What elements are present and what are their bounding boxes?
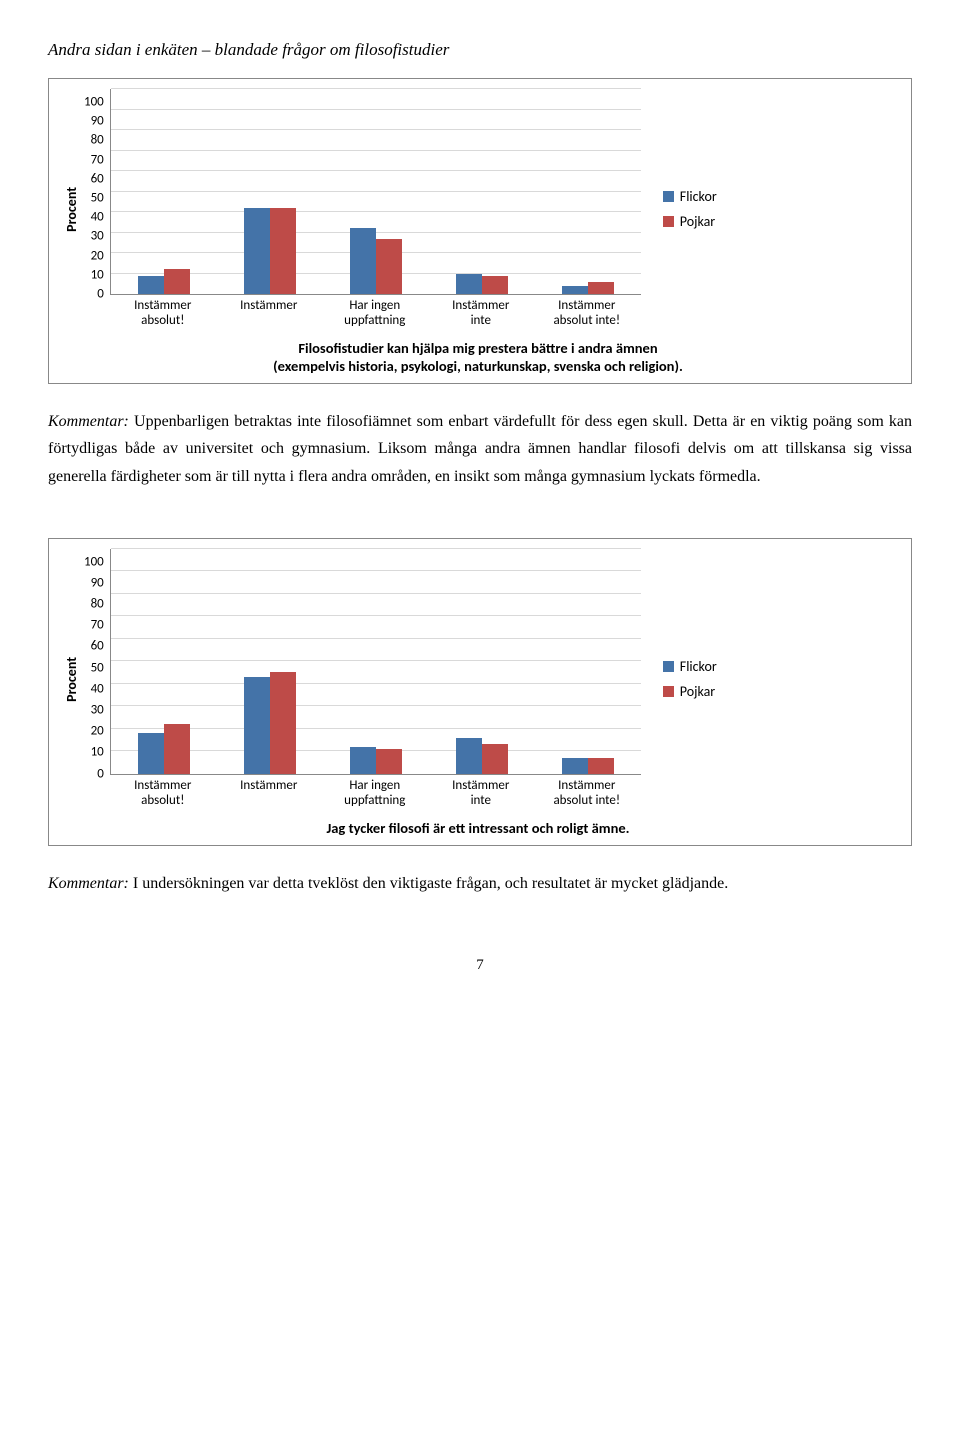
category-group: [111, 89, 217, 294]
legend-item: Flickor: [663, 658, 717, 675]
commentary-1-lead: Kommentar:: [48, 413, 129, 430]
chart1-plot-area: [110, 89, 641, 295]
ytick: 40: [91, 682, 104, 695]
chart1-ylabel: Procent: [59, 89, 84, 329]
xlabel: Har ingen uppfattning: [322, 299, 428, 329]
legend-label: Flickor: [680, 658, 717, 675]
xlabel: Har ingen uppfattning: [322, 779, 428, 809]
category-group: [429, 549, 535, 774]
bar: [376, 239, 402, 294]
ytick: 80: [91, 598, 104, 611]
ytick: 10: [91, 746, 104, 759]
ytick: 100: [84, 96, 104, 109]
legend-item: Flickor: [663, 188, 717, 205]
ytick: 80: [91, 134, 104, 147]
bar: [456, 274, 482, 295]
bar: [164, 269, 190, 294]
xlabel: Instämmer absolut!: [110, 779, 216, 809]
bar: [376, 749, 402, 774]
ytick: 70: [91, 153, 104, 166]
bar: [482, 744, 508, 773]
bar: [562, 758, 588, 774]
xlabel: Instämmer: [216, 299, 322, 329]
category-group: [217, 549, 323, 774]
ytick: 10: [91, 268, 104, 281]
commentary-2-lead: Kommentar:: [48, 875, 129, 892]
category-group: [429, 89, 535, 294]
bar: [350, 228, 376, 294]
chart-2: Procent 1009080706050403020100 Instämmer…: [48, 538, 912, 846]
ytick: 20: [91, 249, 104, 262]
xlabel: Instämmer: [216, 779, 322, 809]
legend-label: Flickor: [680, 188, 717, 205]
xlabel: Instämmer absolut!: [110, 299, 216, 329]
xlabel: Instämmer absolut inte!: [534, 299, 640, 329]
category-group: [535, 549, 641, 774]
bar: [244, 677, 270, 774]
ytick: 30: [91, 704, 104, 717]
category-group: [535, 89, 641, 294]
bar: [588, 758, 614, 774]
legend-swatch: [663, 686, 674, 697]
commentary-1-body: Uppenbarligen betraktas inte filosofiämn…: [48, 413, 912, 484]
xlabel: Instämmer absolut inte!: [534, 779, 640, 809]
bar: [350, 747, 376, 774]
commentary-1: Kommentar: Uppenbarligen betraktas inte …: [48, 408, 912, 490]
ytick: 90: [91, 576, 104, 589]
legend-label: Pojkar: [680, 683, 715, 700]
legend-item: Pojkar: [663, 683, 717, 700]
chart2-title: Jag tycker filosofi är ett intressant oc…: [59, 819, 897, 837]
xlabel: Instämmer inte: [428, 779, 534, 809]
xlabel: Instämmer inte: [428, 299, 534, 329]
legend-item: Pojkar: [663, 213, 717, 230]
legend-swatch: [663, 191, 674, 202]
commentary-2: Kommentar: I undersökningen var detta tv…: [48, 870, 912, 897]
ytick: 50: [91, 661, 104, 674]
ytick: 100: [84, 555, 104, 568]
bar: [164, 724, 190, 774]
ytick: 60: [91, 172, 104, 185]
chart1-legend: Flickor Pojkar: [641, 89, 721, 329]
bar: [270, 672, 296, 773]
chart1-title: Filosofistudier kan hjälpa mig prestera …: [59, 339, 897, 375]
chart2-yticks: 1009080706050403020100: [84, 549, 110, 774]
category-group: [323, 549, 429, 774]
ytick: 0: [97, 287, 104, 300]
chart-1: Procent 1009080706050403020100 Instämmer…: [48, 78, 912, 384]
bar: [138, 733, 164, 774]
chart2-xlabels: Instämmer absolut!InstämmerHar ingen upp…: [110, 779, 640, 809]
ytick: 70: [91, 619, 104, 632]
ytick: 30: [91, 230, 104, 243]
chart1-yticks: 1009080706050403020100: [84, 89, 110, 294]
chart1-xlabels: Instämmer absolut!InstämmerHar ingen upp…: [110, 299, 640, 329]
bar: [562, 286, 588, 294]
bar: [456, 738, 482, 774]
ytick: 60: [91, 640, 104, 653]
legend-swatch: [663, 216, 674, 227]
category-group: [323, 89, 429, 294]
ytick: 90: [91, 115, 104, 128]
bar: [270, 208, 296, 294]
bar: [482, 276, 508, 294]
ytick: 20: [91, 725, 104, 738]
legend-swatch: [663, 661, 674, 672]
bar: [588, 282, 614, 294]
chart2-plot-area: [110, 549, 641, 775]
ytick: 0: [97, 767, 104, 780]
category-group: [111, 549, 217, 774]
ytick: 50: [91, 191, 104, 204]
bar: [138, 276, 164, 294]
chart2-ylabel: Procent: [59, 549, 84, 809]
ytick: 40: [91, 211, 104, 224]
commentary-2-body: I undersökningen var detta tveklöst den …: [129, 875, 728, 892]
chart2-legend: Flickor Pojkar: [641, 549, 721, 809]
category-group: [217, 89, 323, 294]
page-title: Andra sidan i enkäten – blandade frågor …: [48, 40, 912, 60]
bar: [244, 208, 270, 294]
legend-label: Pojkar: [680, 213, 715, 230]
page-number: 7: [48, 957, 912, 974]
